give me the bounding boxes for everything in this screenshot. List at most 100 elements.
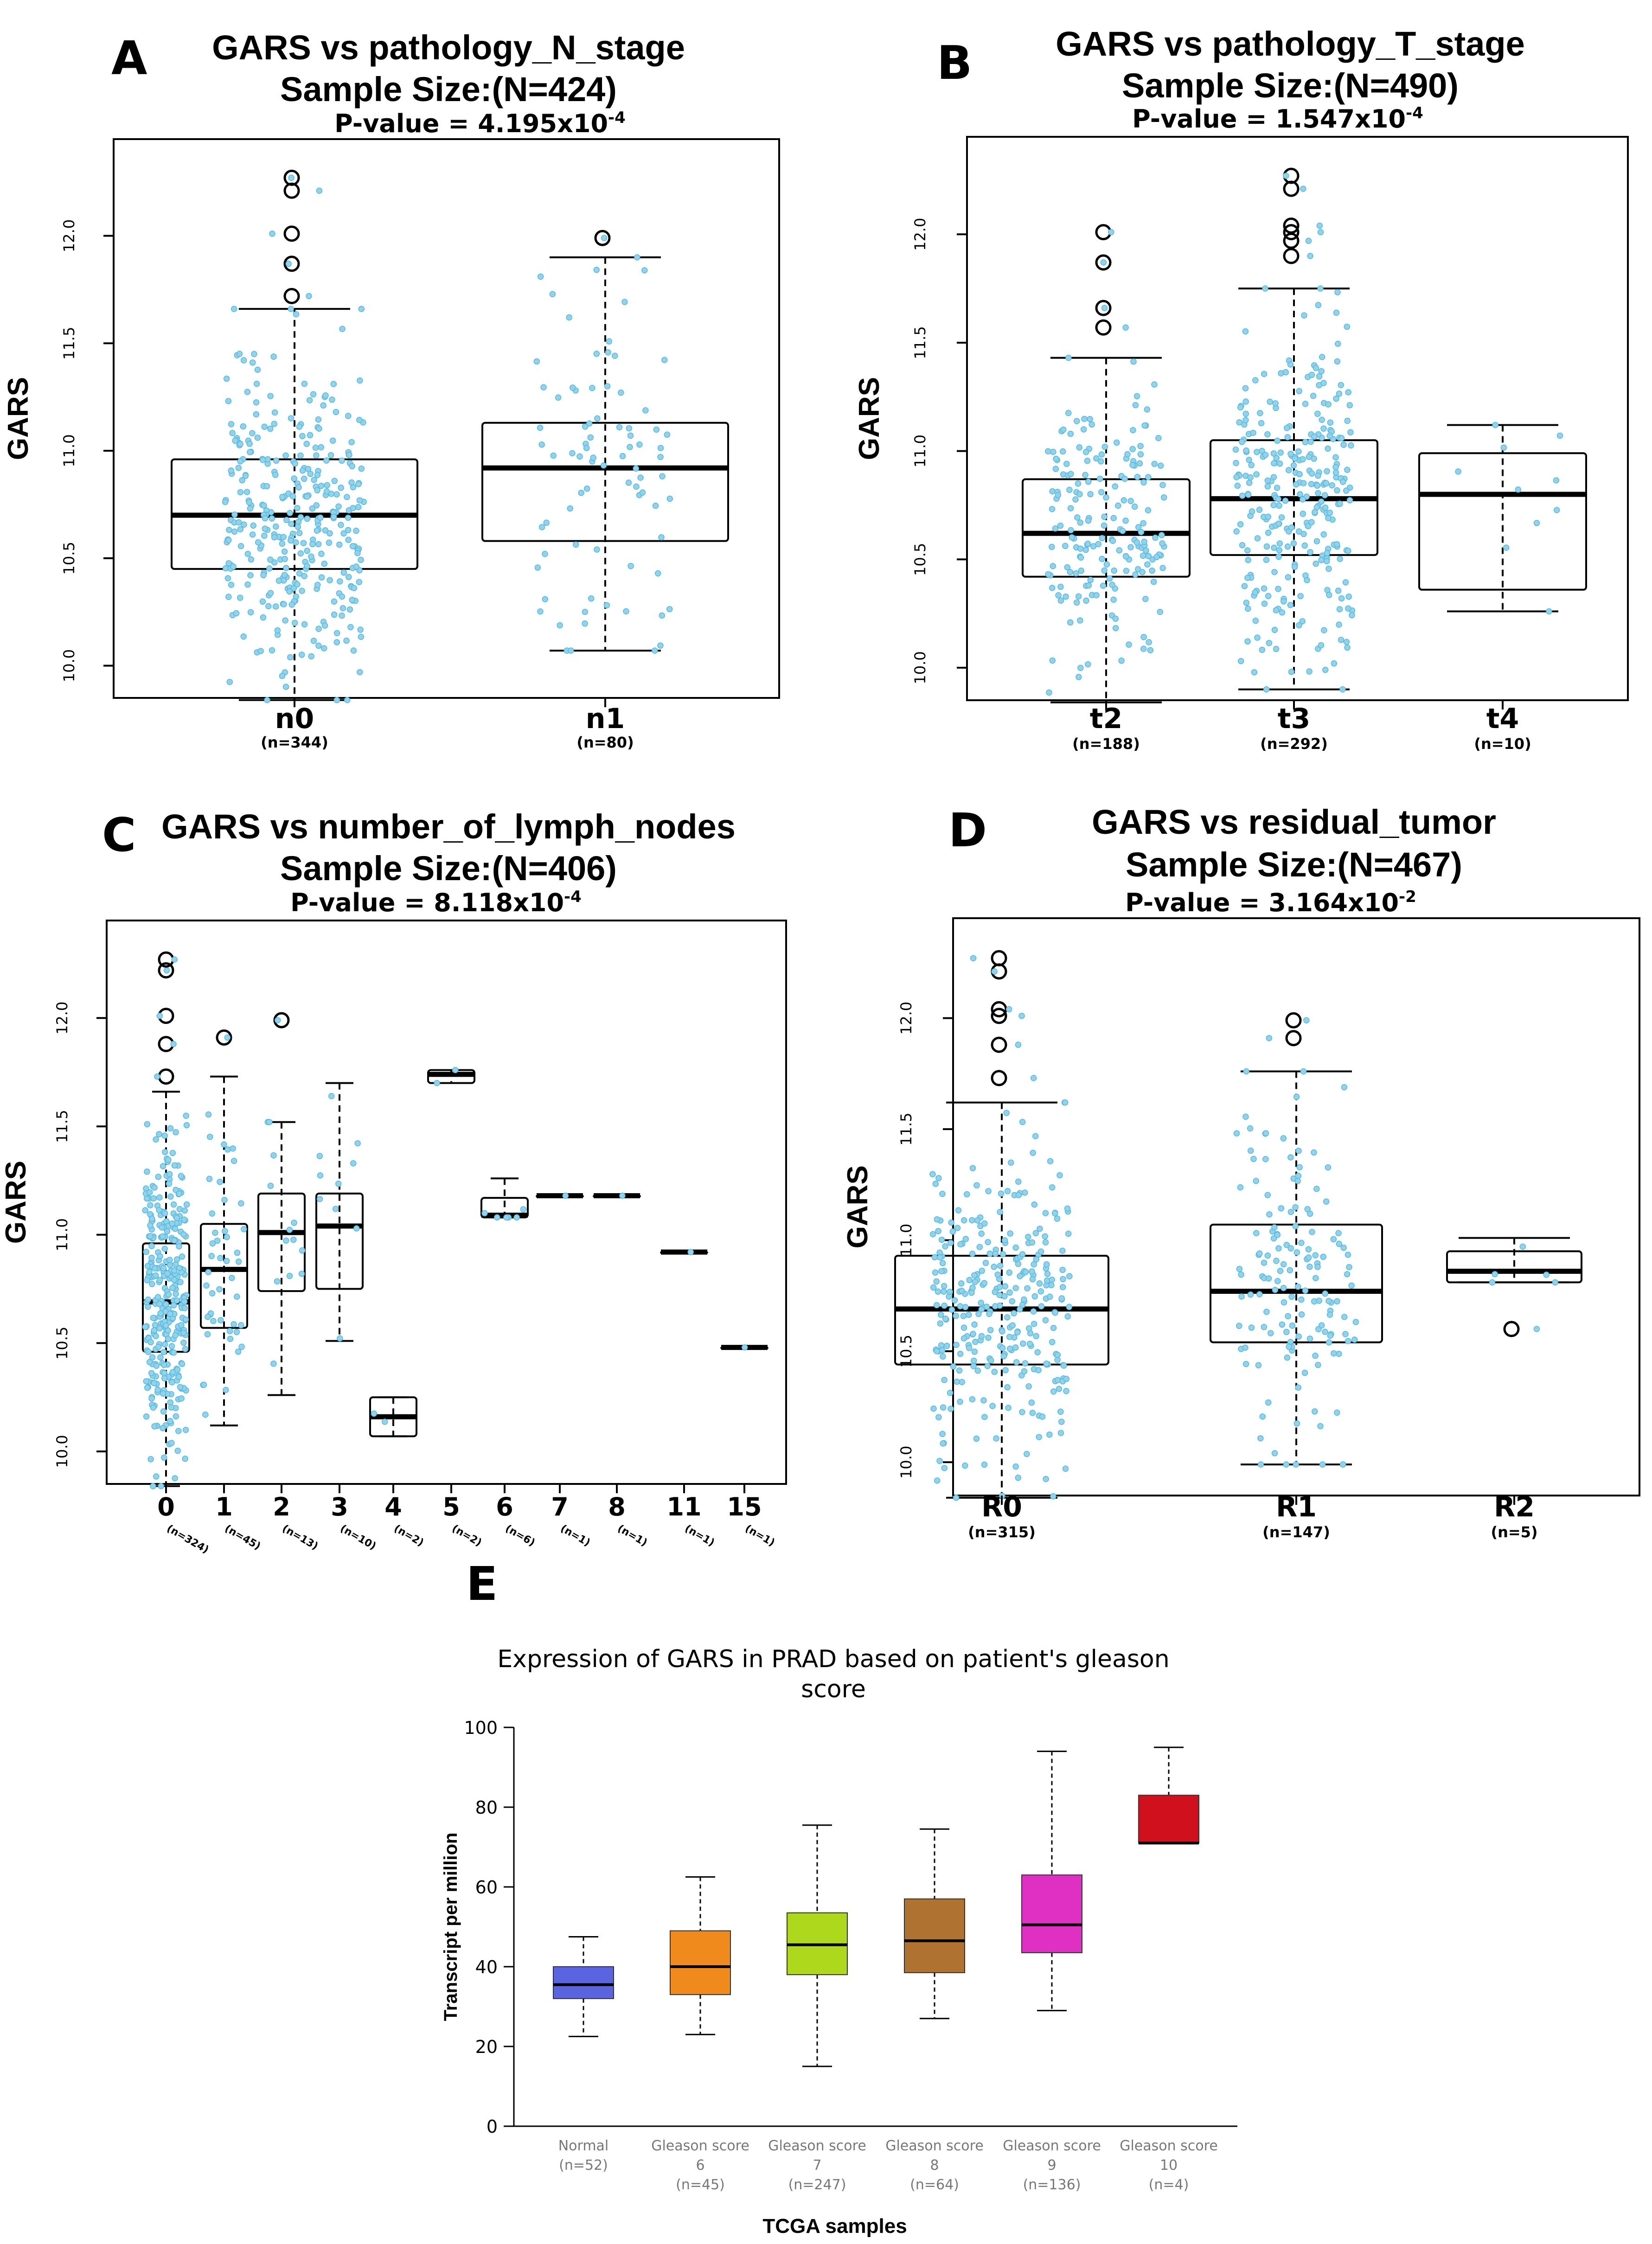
data-point	[332, 1206, 339, 1212]
data-point	[1340, 1244, 1347, 1251]
data-point	[1317, 1423, 1324, 1430]
x-category-label: Normal	[558, 2138, 609, 2154]
data-point	[984, 1363, 991, 1369]
data-point	[266, 1119, 273, 1125]
data-point	[237, 458, 243, 465]
data-point	[250, 359, 256, 366]
data-point	[1325, 445, 1331, 452]
data-point	[160, 1163, 166, 1170]
data-point	[1067, 619, 1074, 626]
data-point	[1008, 1159, 1014, 1166]
data-point	[290, 1236, 297, 1243]
data-point	[934, 1348, 940, 1355]
data-point	[1082, 449, 1089, 455]
x-category-label: R2	[1494, 1491, 1535, 1523]
data-point	[1300, 496, 1306, 503]
data-point	[1049, 1184, 1056, 1191]
data-point	[1035, 1367, 1042, 1374]
data-point	[349, 543, 356, 550]
data-point	[356, 497, 363, 504]
data-point	[156, 1277, 163, 1283]
data-point	[954, 1225, 961, 1231]
data-point	[627, 432, 634, 439]
data-point	[288, 415, 295, 422]
box-group	[904, 1828, 965, 2020]
data-point	[178, 1322, 185, 1329]
data-point	[1057, 583, 1064, 590]
data-point	[1015, 1042, 1022, 1048]
data-point	[142, 1207, 148, 1214]
data-point	[222, 1228, 228, 1234]
data-point	[1096, 475, 1103, 482]
data-point	[333, 409, 339, 416]
x-category-label: Gleason score	[885, 2138, 984, 2154]
data-point	[148, 1254, 155, 1261]
data-point	[542, 596, 549, 602]
data-point	[557, 622, 563, 629]
data-point	[652, 502, 659, 509]
box-group	[315, 1082, 364, 1342]
data-point	[355, 504, 362, 511]
data-point	[173, 1413, 179, 1419]
data-point	[959, 1379, 965, 1386]
data-point	[254, 366, 261, 373]
data-point	[1324, 468, 1330, 474]
data-point	[989, 1403, 996, 1409]
data-point	[978, 1333, 985, 1339]
data-point	[1346, 1264, 1352, 1271]
data-point	[1047, 1158, 1054, 1164]
data-point	[962, 1304, 969, 1311]
data-point	[160, 1390, 166, 1397]
data-point	[169, 1220, 175, 1227]
data-point	[181, 1298, 188, 1305]
data-point	[345, 514, 352, 521]
data-point	[288, 306, 295, 312]
data-point	[1287, 1208, 1294, 1215]
data-point	[293, 539, 299, 546]
data-point	[1141, 422, 1148, 429]
data-point	[295, 524, 301, 530]
data-point	[231, 306, 237, 312]
data-point	[1286, 1343, 1292, 1350]
data-point	[1082, 472, 1089, 479]
data-point	[296, 570, 303, 577]
data-point	[354, 550, 361, 556]
data-point	[1141, 538, 1147, 545]
data-point	[1001, 1237, 1008, 1244]
data-point	[1300, 456, 1306, 463]
data-point	[1295, 1147, 1302, 1154]
data-point	[1033, 1256, 1039, 1263]
data-point	[1099, 535, 1106, 542]
data-point	[314, 582, 321, 588]
data-point	[946, 1293, 952, 1300]
data-point	[1135, 524, 1142, 531]
data-point	[309, 541, 316, 548]
data-point	[1011, 1310, 1017, 1317]
data-point	[1275, 520, 1282, 527]
plot-frame	[106, 920, 787, 1485]
data-point	[666, 495, 673, 502]
data-point	[282, 452, 289, 459]
data-point	[994, 1271, 1001, 1278]
data-point	[948, 1306, 955, 1313]
x-category-label: Gleason score	[651, 2138, 749, 2154]
data-point	[299, 588, 305, 594]
data-point	[1318, 1322, 1325, 1329]
data-point	[288, 174, 295, 181]
data-point	[1242, 1344, 1249, 1351]
data-point	[333, 630, 340, 636]
data-point	[1312, 1408, 1318, 1415]
data-point	[1140, 479, 1147, 486]
data-point	[1015, 1192, 1022, 1198]
data-point	[335, 503, 342, 510]
data-point	[142, 1323, 149, 1330]
data-point	[1019, 1251, 1026, 1258]
data-point	[1052, 466, 1059, 472]
data-point	[960, 1335, 967, 1342]
data-point	[1053, 455, 1059, 462]
data-point	[161, 1341, 168, 1348]
data-point	[323, 488, 330, 495]
data-point	[169, 1285, 176, 1291]
data-point	[240, 357, 247, 364]
data-point	[1049, 657, 1056, 664]
